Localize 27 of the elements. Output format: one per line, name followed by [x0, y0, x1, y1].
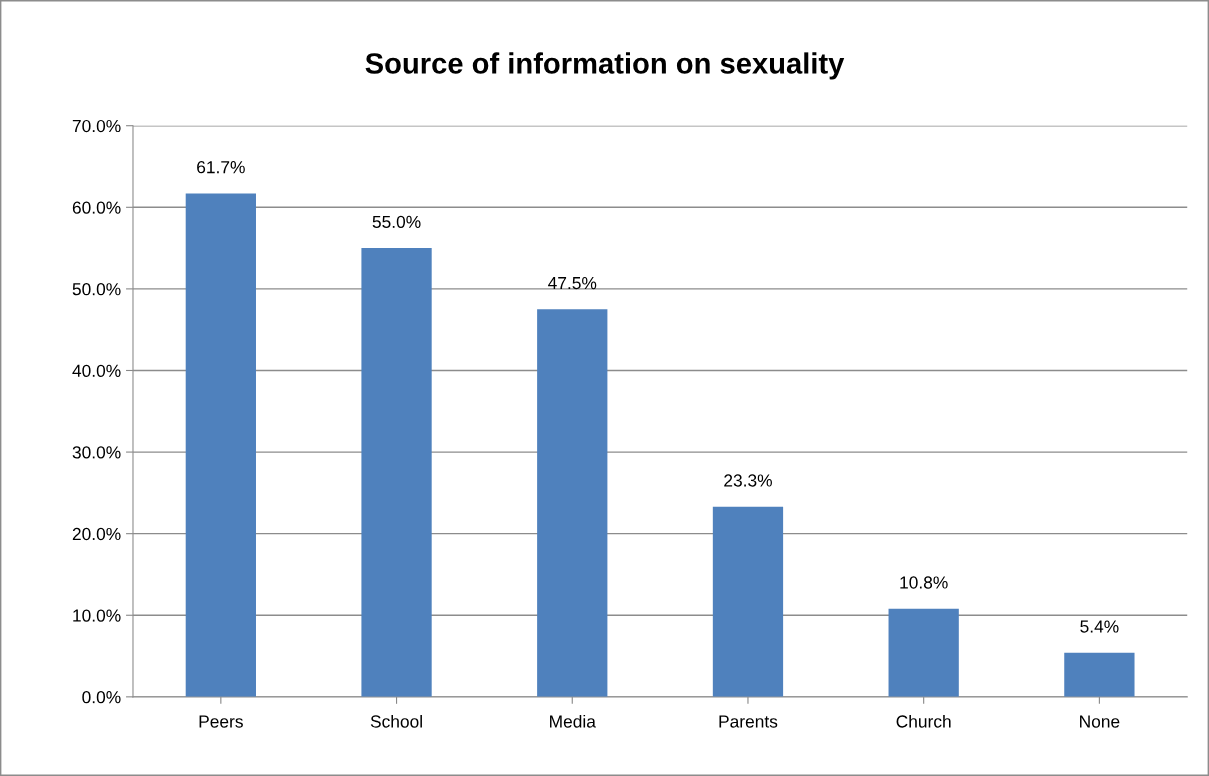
chart-title: Source of information on sexuality — [365, 52, 845, 80]
x-tick-label: Media — [550, 714, 596, 728]
x-tick-label: Church — [896, 714, 951, 728]
x-tick-label: None — [1080, 715, 1120, 728]
bar — [1064, 652, 1135, 697]
y-tick-label: 40.0% — [72, 364, 121, 377]
data-label: 61.7% — [197, 161, 245, 174]
y-tick-label: 10.0% — [73, 609, 121, 622]
bar — [888, 608, 959, 697]
x-tick-label: Peers — [199, 715, 243, 728]
data-label: 10.8% — [900, 576, 948, 589]
y-tick-label: 50.0% — [72, 283, 121, 296]
y-tick-label: 0.0% — [82, 691, 121, 704]
y-tick-label: 60.0% — [72, 201, 121, 214]
bar — [185, 193, 256, 697]
y-tick-label: 20.0% — [72, 527, 121, 541]
bar — [537, 309, 608, 697]
data-label: 47.5% — [548, 276, 597, 290]
bar — [712, 506, 784, 697]
y-tick-label: 30.0% — [72, 446, 121, 459]
x-tick-label: Parents — [719, 715, 778, 728]
y-tick-label: 70.0% — [72, 119, 121, 133]
bar — [361, 248, 432, 697]
x-tick-label: School — [370, 714, 422, 728]
data-label: 5.4% — [1080, 620, 1119, 633]
data-label: 55.0% — [372, 215, 421, 228]
data-label: 23.3% — [724, 474, 772, 487]
